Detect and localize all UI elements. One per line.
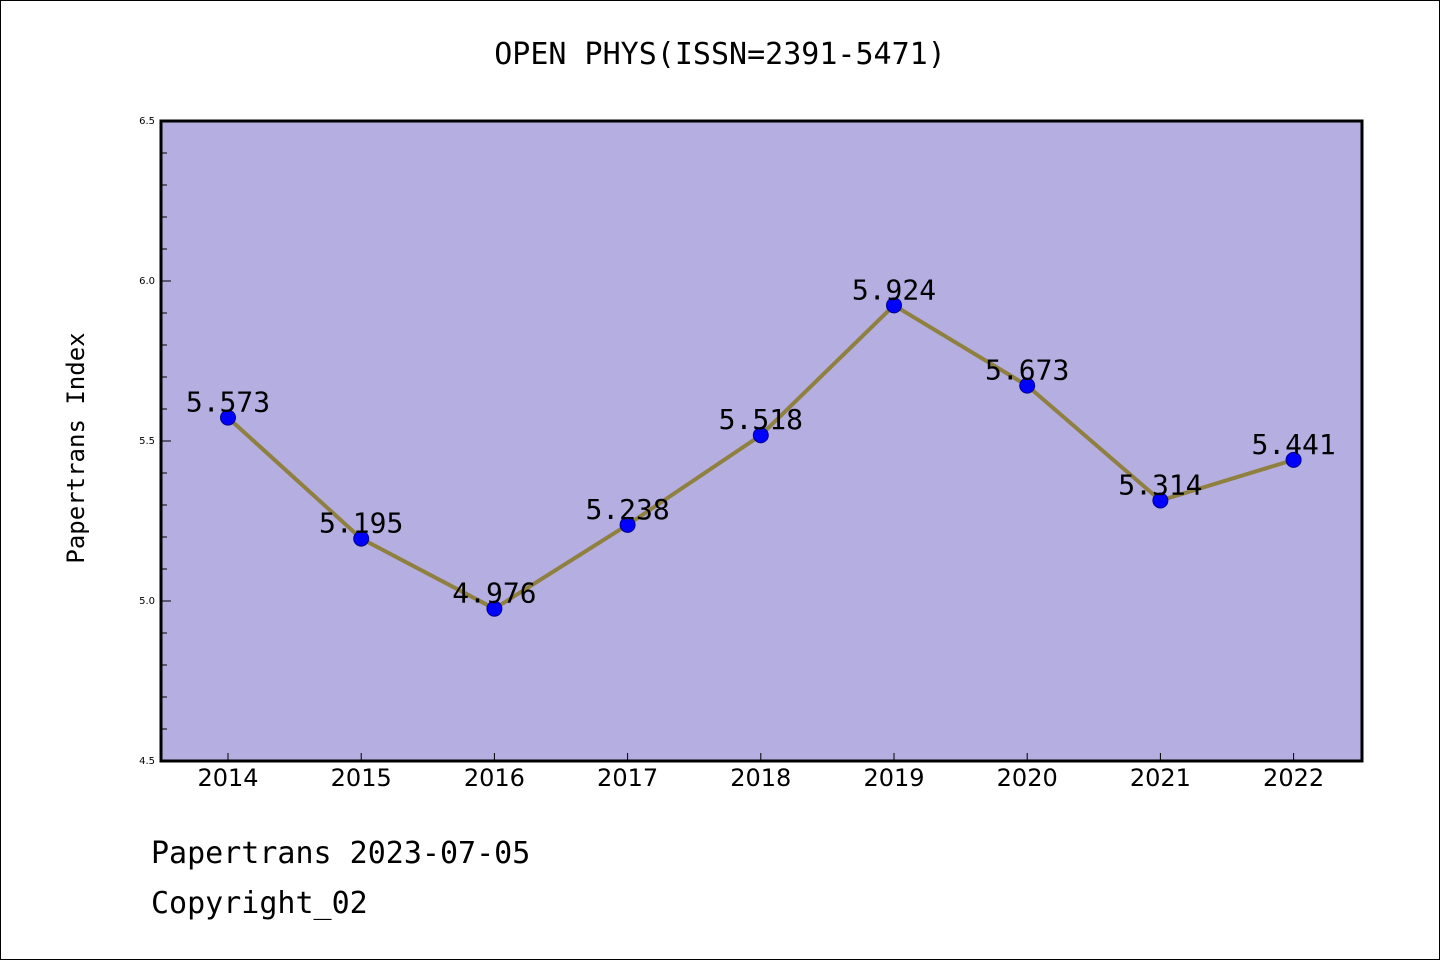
x-tick-label: 2014: [197, 764, 258, 792]
x-tick-label: 2022: [1263, 764, 1324, 792]
data-point: [353, 530, 370, 547]
data-label: 5.195: [319, 507, 403, 540]
data-point: [486, 600, 503, 617]
data-point: [220, 409, 236, 426]
x-tick-label: 2020: [997, 764, 1058, 792]
data-label: 5.518: [719, 403, 803, 436]
data-label: 4.976: [452, 577, 536, 610]
data-label: 5.673: [985, 354, 1069, 387]
y-tick-label: 4.5: [139, 756, 155, 767]
data-label: 5.314: [1118, 469, 1202, 502]
data-label: 5.238: [585, 493, 669, 526]
data-point: [752, 427, 769, 444]
data-point: [1152, 492, 1169, 509]
y-tick-label: 6.0: [139, 276, 155, 287]
data-point: [1019, 377, 1036, 394]
chart-title: OPEN PHYS(ISSN=2391-5471): [494, 37, 946, 72]
data-label: 5.573: [186, 386, 270, 419]
y-tick-label: 5.0: [139, 596, 155, 607]
x-tick-label: 2016: [464, 764, 525, 792]
footer-copyright: Copyright_02: [151, 886, 368, 921]
x-tick-label: 2019: [863, 764, 924, 792]
plot-border: [159, 119, 1364, 763]
y-tick-label: 5.5: [139, 436, 155, 447]
x-tick-label: 2017: [597, 764, 658, 792]
footer-date: Papertrans 2023-07-05: [151, 836, 531, 871]
data-label: 5.441: [1251, 428, 1335, 461]
data-point: [1285, 451, 1302, 468]
data-point: [886, 297, 902, 314]
x-tick-label: 2015: [331, 764, 392, 792]
x-tick-label: 2018: [730, 764, 791, 792]
x-tick-label: 2021: [1130, 764, 1191, 792]
data-label: 5.924: [852, 273, 936, 306]
y-tick-label: 6.5: [139, 116, 155, 127]
data-point: [619, 516, 636, 533]
